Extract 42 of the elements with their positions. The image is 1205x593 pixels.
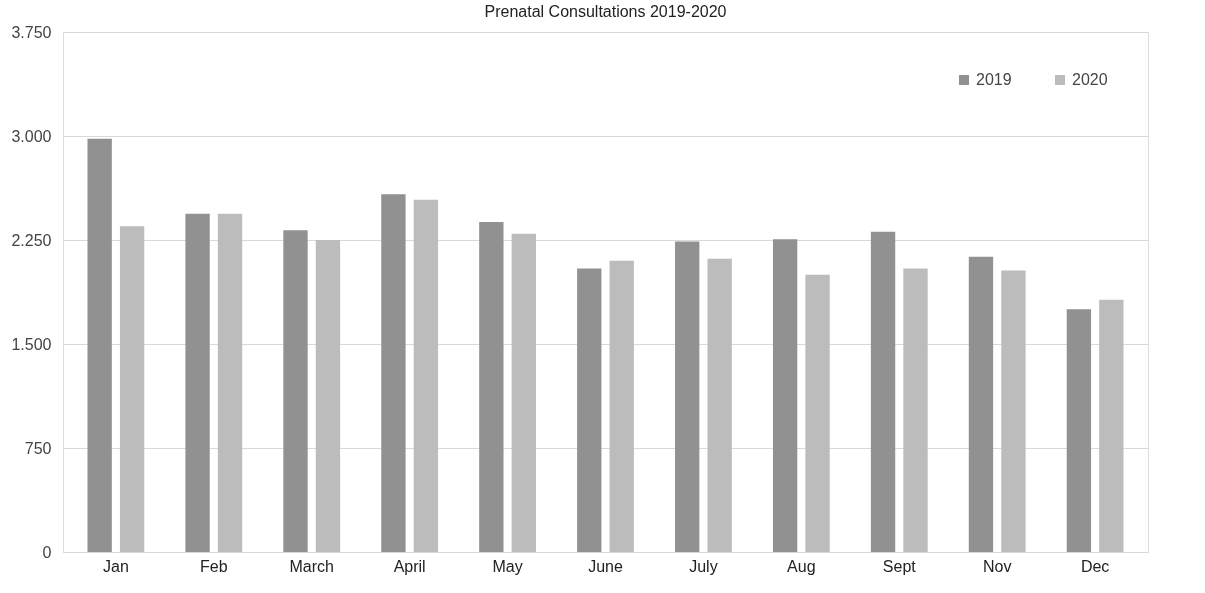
- bar: [87, 138, 112, 552]
- bar: [903, 268, 928, 552]
- x-tick-label: April: [393, 557, 426, 575]
- bar: [511, 233, 536, 552]
- bar: [577, 268, 602, 552]
- y-tick-label: 1.500: [11, 335, 52, 353]
- bar: [413, 199, 439, 552]
- x-tick-label: June: [588, 557, 623, 575]
- bar: [119, 226, 145, 552]
- x-tick-label: Dec: [1080, 557, 1110, 575]
- x-tick-label: Nov: [982, 557, 1012, 575]
- y-tick-label: 750: [24, 439, 52, 457]
- bar: [1001, 270, 1026, 552]
- bar: [968, 256, 994, 552]
- bar: [185, 213, 210, 552]
- bar: [609, 260, 634, 552]
- bar: [381, 194, 406, 552]
- x-tick-label: May: [492, 557, 523, 575]
- bar: [217, 213, 243, 552]
- bar: [479, 221, 504, 552]
- x-tick-label: March: [289, 557, 334, 575]
- x-tick-label: Jan: [102, 557, 129, 575]
- legend-label: 2019: [976, 71, 1012, 88]
- y-tick-label: 0: [42, 543, 52, 561]
- bar: [805, 274, 830, 552]
- bar: [772, 239, 798, 552]
- legend-label: 2020: [1072, 71, 1108, 88]
- y-tick-label: 3.750: [11, 23, 52, 41]
- y-tick-label: 3.000: [11, 127, 52, 145]
- x-tick-label: Sept: [882, 557, 917, 575]
- bar: [1066, 309, 1092, 552]
- bar: [283, 230, 308, 552]
- x-tick-label: Feb: [200, 557, 228, 575]
- chart-title: Prenatal Consultations 2019-2020: [484, 3, 727, 20]
- bar: [675, 241, 700, 552]
- bar: [1099, 299, 1124, 552]
- x-tick-label: July: [689, 557, 718, 575]
- bar: [707, 258, 732, 552]
- bar: [315, 240, 341, 552]
- y-tick-label: 2.250: [11, 231, 52, 249]
- bar: [870, 231, 896, 552]
- x-tick-label: Aug: [787, 557, 816, 575]
